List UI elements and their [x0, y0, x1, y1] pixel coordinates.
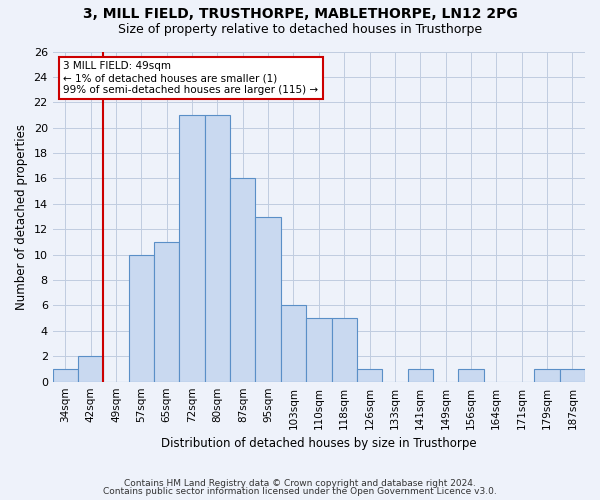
Bar [230, 178, 256, 382]
Bar [129, 254, 154, 382]
Bar [407, 369, 433, 382]
Text: 3 MILL FIELD: 49sqm
← 1% of detached houses are smaller (1)
99% of semi-detached: 3 MILL FIELD: 49sqm ← 1% of detached hou… [64, 62, 319, 94]
Bar [281, 306, 306, 382]
Text: 3, MILL FIELD, TRUSTHORPE, MABLETHORPE, LN12 2PG: 3, MILL FIELD, TRUSTHORPE, MABLETHORPE, … [83, 8, 517, 22]
Bar [78, 356, 103, 382]
Bar [535, 369, 560, 382]
Text: Size of property relative to detached houses in Trusthorpe: Size of property relative to detached ho… [118, 22, 482, 36]
Bar [306, 318, 332, 382]
X-axis label: Distribution of detached houses by size in Trusthorpe: Distribution of detached houses by size … [161, 437, 476, 450]
Text: Contains HM Land Registry data © Crown copyright and database right 2024.: Contains HM Land Registry data © Crown c… [124, 478, 476, 488]
Bar [154, 242, 179, 382]
Text: Contains public sector information licensed under the Open Government Licence v3: Contains public sector information licen… [103, 487, 497, 496]
Bar [357, 369, 382, 382]
Bar [458, 369, 484, 382]
Bar [53, 369, 78, 382]
Bar [560, 369, 585, 382]
Y-axis label: Number of detached properties: Number of detached properties [15, 124, 28, 310]
Bar [179, 115, 205, 382]
Bar [205, 115, 230, 382]
Bar [256, 216, 281, 382]
Bar [332, 318, 357, 382]
